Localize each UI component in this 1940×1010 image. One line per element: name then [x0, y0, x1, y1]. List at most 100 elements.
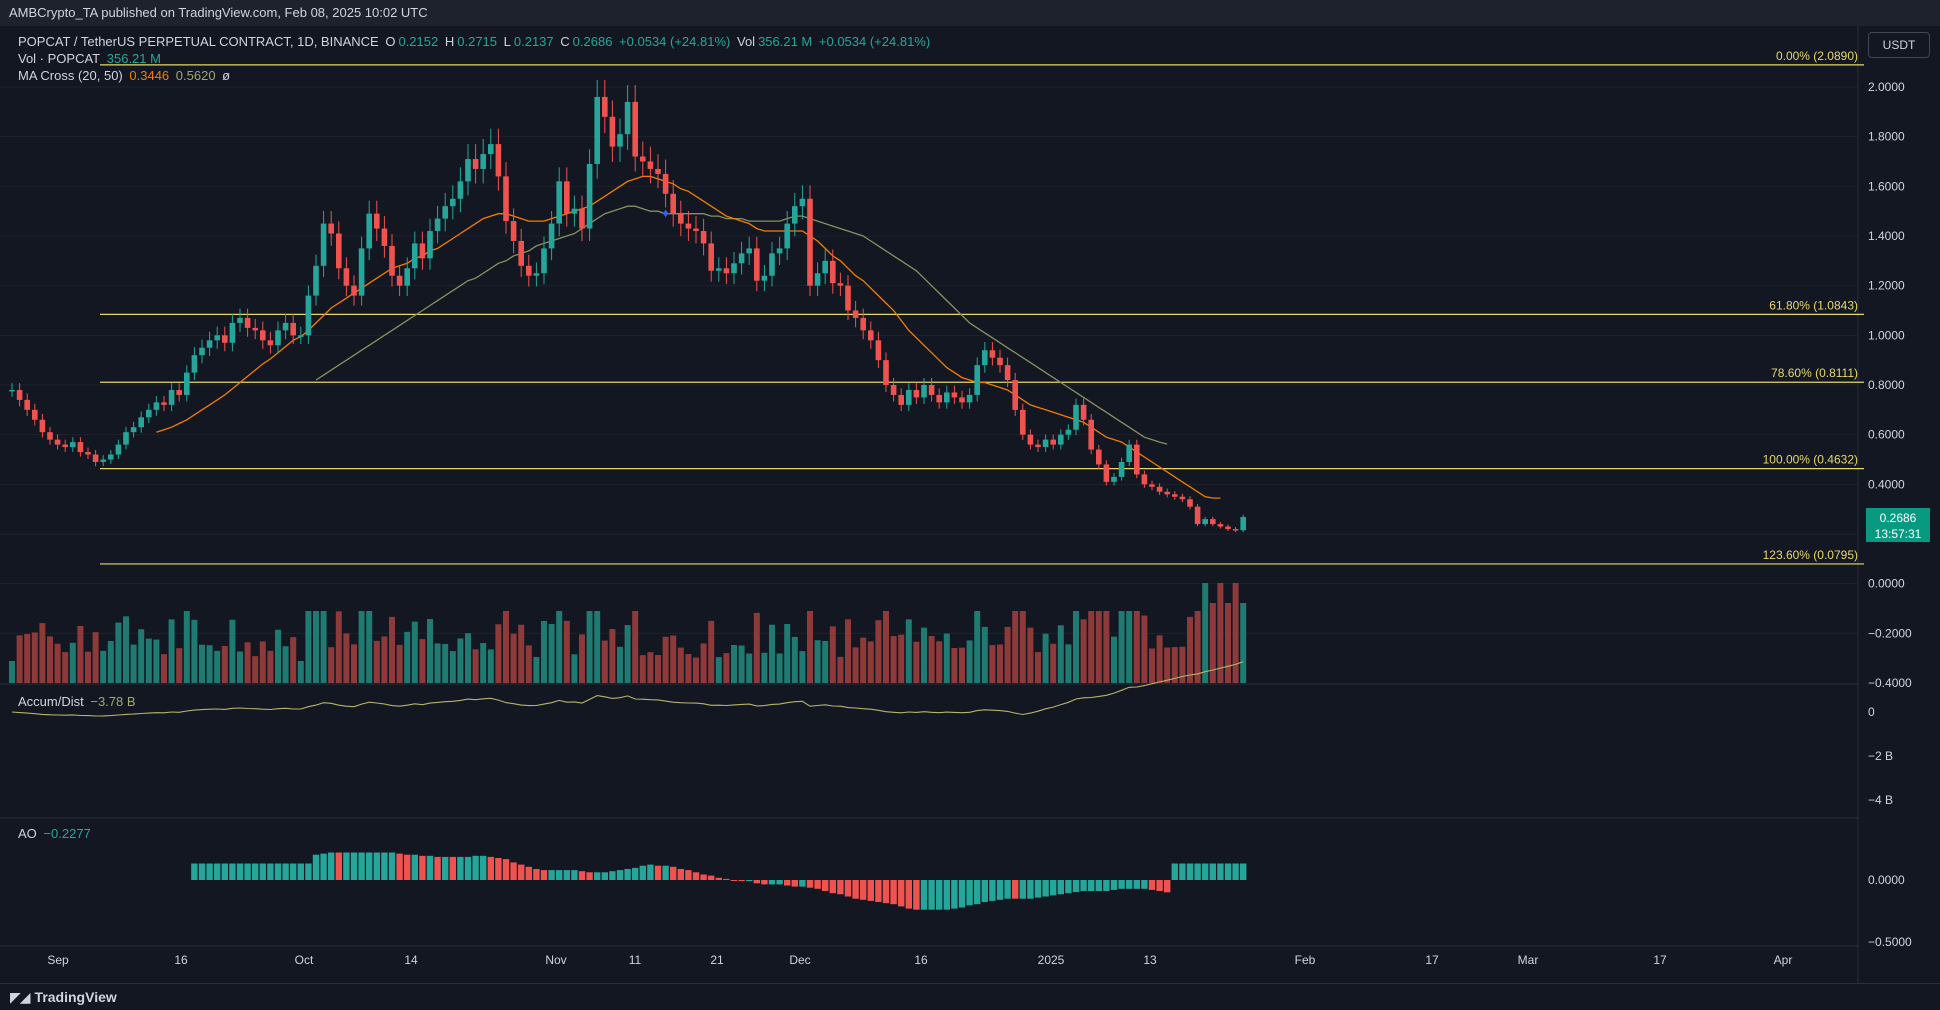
candle[interactable] [336, 233, 342, 269]
candle[interactable] [252, 327, 258, 331]
candle[interactable] [1210, 519, 1216, 525]
candle[interactable] [1004, 365, 1011, 381]
candle[interactable] [830, 260, 836, 284]
candle[interactable] [244, 317, 251, 328]
candle[interactable] [1073, 404, 1079, 430]
candle[interactable] [1156, 486, 1163, 492]
candle[interactable] [1202, 519, 1208, 525]
candle[interactable] [1194, 506, 1201, 525]
candle[interactable] [989, 350, 996, 358]
candle[interactable] [176, 389, 182, 395]
candle[interactable] [419, 243, 426, 259]
candle[interactable] [944, 392, 950, 403]
candle[interactable] [161, 402, 167, 405]
candle[interactable] [868, 330, 874, 341]
candle[interactable] [54, 439, 61, 445]
candle[interactable] [594, 96, 600, 164]
candle[interactable] [792, 206, 798, 224]
candle[interactable] [769, 253, 775, 276]
candle[interactable] [624, 101, 631, 135]
candle[interactable] [480, 154, 486, 169]
candle[interactable] [366, 213, 372, 249]
candle[interactable] [982, 350, 988, 366]
candle[interactable] [1020, 409, 1026, 435]
candle[interactable] [206, 340, 213, 348]
candle[interactable] [784, 223, 790, 249]
candle[interactable] [746, 248, 752, 254]
candle[interactable] [845, 285, 851, 311]
candle[interactable] [890, 385, 897, 395]
candle[interactable] [1232, 529, 1239, 531]
candle[interactable] [541, 248, 547, 274]
candle[interactable] [39, 419, 46, 433]
candle[interactable] [548, 223, 555, 249]
candle[interactable] [1240, 516, 1246, 531]
candle[interactable] [776, 248, 783, 254]
candle[interactable] [1096, 449, 1102, 465]
candle[interactable] [837, 283, 844, 286]
candle[interactable] [1187, 499, 1193, 507]
candle[interactable] [389, 245, 395, 276]
candle[interactable] [290, 322, 296, 336]
candle[interactable] [488, 144, 494, 155]
candle[interactable] [518, 240, 524, 266]
candle[interactable] [404, 268, 410, 286]
candle[interactable] [412, 243, 418, 269]
candle[interactable] [1080, 404, 1087, 420]
candle[interactable] [275, 330, 281, 346]
candle[interactable] [647, 161, 654, 169]
candle[interactable] [237, 317, 243, 323]
candle[interactable] [1012, 380, 1018, 410]
candle[interactable] [1035, 444, 1041, 448]
candle[interactable] [427, 231, 433, 259]
candle[interactable] [974, 365, 980, 395]
candle[interactable] [609, 116, 616, 147]
candle[interactable] [77, 442, 84, 453]
candle[interactable] [92, 454, 99, 462]
candle[interactable] [533, 273, 540, 276]
candle[interactable] [16, 389, 23, 400]
candle[interactable] [1141, 474, 1148, 485]
candle[interactable] [24, 399, 30, 410]
candle[interactable] [457, 181, 464, 199]
candle[interactable] [936, 394, 942, 403]
candle[interactable] [191, 355, 198, 373]
candle[interactable] [1149, 484, 1155, 487]
candle[interactable] [898, 394, 904, 405]
candle[interactable] [1050, 439, 1056, 445]
candle[interactable] [997, 357, 1003, 366]
candle[interactable] [115, 444, 122, 455]
candle[interactable] [1179, 496, 1186, 500]
candle[interactable] [450, 198, 456, 207]
candle[interactable] [1042, 439, 1049, 448]
candle[interactable] [921, 385, 927, 398]
candle[interactable] [85, 452, 91, 455]
candle[interactable] [966, 394, 973, 403]
candle[interactable] [510, 221, 517, 241]
price-axis[interactable]: 2.0000 1.8000 1.6000 1.4000 1.2000 1.0000 0.80… [1868, 80, 1912, 949]
candle[interactable] [62, 444, 68, 448]
candle[interactable] [723, 268, 730, 274]
candle[interactable] [328, 223, 334, 234]
candle[interactable] [602, 96, 608, 117]
candle[interactable] [875, 340, 882, 361]
candle[interactable] [1225, 526, 1231, 530]
candle[interactable] [358, 248, 365, 296]
candle[interactable] [168, 389, 175, 405]
candle[interactable] [951, 392, 958, 398]
candle[interactable] [305, 295, 312, 336]
candle[interactable] [108, 454, 114, 460]
candle[interactable] [1065, 429, 1072, 435]
candle[interactable] [738, 253, 745, 264]
candle[interactable] [123, 432, 129, 445]
candle[interactable] [47, 432, 53, 440]
candle[interactable] [1027, 434, 1034, 445]
candle[interactable] [556, 181, 562, 224]
candle[interactable] [138, 417, 144, 428]
candle[interactable] [100, 459, 106, 462]
candle[interactable] [374, 213, 380, 229]
candle[interactable] [632, 101, 638, 157]
candle[interactable] [1172, 494, 1178, 497]
candle[interactable] [267, 340, 274, 346]
candle[interactable] [928, 385, 935, 395]
